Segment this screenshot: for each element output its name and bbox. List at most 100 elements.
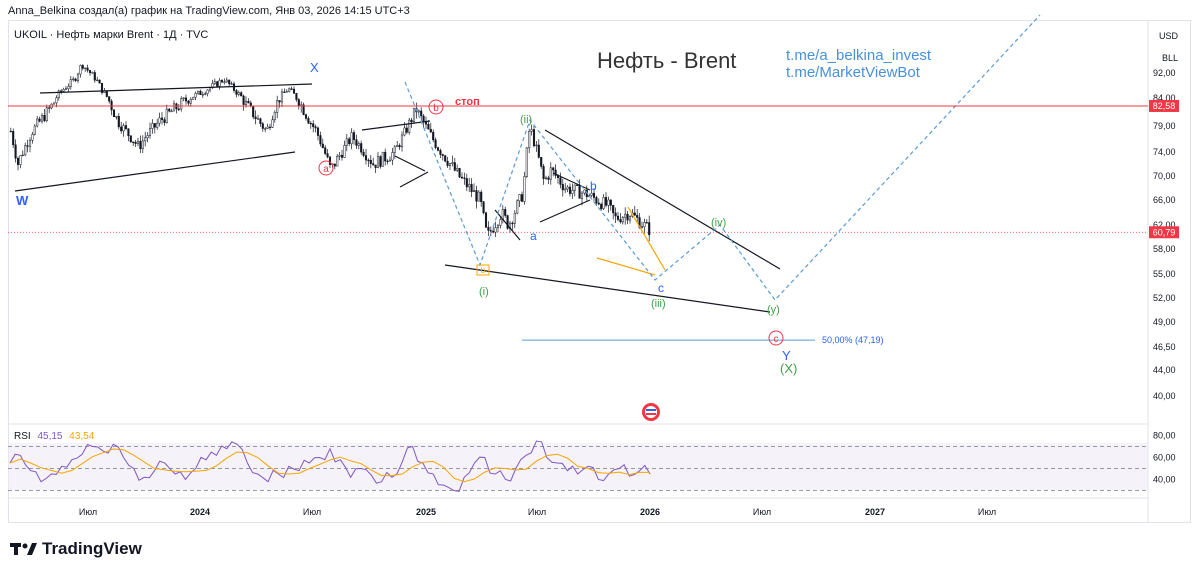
candle <box>26 139 29 153</box>
candle <box>465 173 468 192</box>
candle <box>276 95 279 119</box>
wave-label-b-blue: b <box>590 179 597 193</box>
candle <box>624 207 627 225</box>
candle <box>187 99 190 107</box>
candle <box>184 94 188 105</box>
candle <box>297 97 300 110</box>
candle <box>81 64 84 71</box>
us-flag-icon[interactable] <box>642 403 660 421</box>
candle <box>110 99 113 116</box>
price-tick-10: 74,00 <box>1153 147 1176 157</box>
candle <box>319 131 322 147</box>
candle <box>266 123 269 130</box>
time-tick-8: Июл <box>978 507 996 517</box>
candle <box>156 118 159 130</box>
candle <box>295 92 298 102</box>
rsi-label: RSI <box>14 431 31 442</box>
candle <box>628 215 632 224</box>
price-tick-12: 84,00 <box>1153 93 1176 103</box>
rsi-tick-80: 80,00 <box>1153 431 1176 441</box>
candle <box>324 145 327 156</box>
candle <box>429 122 432 133</box>
wave-label-Y: Y <box>782 348 791 363</box>
candle <box>463 172 466 185</box>
rsi-legend[interactable]: RSI 45,15 43,54 <box>14 431 94 442</box>
candle <box>436 146 440 152</box>
candle <box>597 198 600 206</box>
candle <box>338 151 341 161</box>
wedge-small-3 <box>552 172 591 191</box>
candle <box>348 136 351 147</box>
candle <box>535 141 538 152</box>
candle <box>213 78 216 86</box>
price-tick-13: 92,00 <box>1153 68 1176 78</box>
wave-label-ii: (ii) <box>520 114 532 126</box>
candle <box>148 122 152 139</box>
currency-label[interactable]: USD <box>1158 31 1178 41</box>
candle <box>256 115 260 120</box>
candle <box>271 115 274 129</box>
candle <box>518 193 521 208</box>
time-tick-1: 2024 <box>190 507 210 517</box>
candle <box>374 164 377 174</box>
candle <box>420 107 423 122</box>
candle <box>525 146 528 178</box>
candle <box>561 178 564 197</box>
candle <box>573 184 576 197</box>
candle <box>91 71 94 74</box>
candle <box>240 91 243 97</box>
time-tick-6: Июл <box>753 507 771 517</box>
candle <box>364 148 368 165</box>
candle <box>24 142 27 157</box>
candle <box>127 128 130 142</box>
candle <box>57 89 60 101</box>
time-scale[interactable]: Июл 2024 Июл 2025 Июл 2026 Июл 2027 Июл <box>79 507 996 517</box>
wave-label-c-blue: c <box>658 281 664 295</box>
price-scale[interactable]: 40,00 44,00 46,50 49,00 52,00 55,00 58,00 62,00… <box>1153 68 1176 401</box>
price-tick-9: 70,00 <box>1153 171 1176 181</box>
candle <box>609 199 612 211</box>
wave-label-b-box: b <box>481 266 486 275</box>
price-tick-5: 55,00 <box>1153 269 1176 279</box>
candle <box>192 96 195 100</box>
candle <box>499 217 502 229</box>
candle <box>475 185 478 209</box>
chart-title: Нефть - Brent <box>597 48 736 73</box>
candle <box>516 199 519 215</box>
telegram-link-2[interactable]: t.me/MarketViewBot <box>786 64 921 81</box>
telegram-link-1[interactable]: t.me/a_belkina_invest <box>786 47 932 64</box>
tradingview-logo[interactable]: TradingView <box>10 539 142 559</box>
candle <box>302 102 305 116</box>
candle <box>115 115 118 120</box>
wave-label-b-red: b <box>433 103 439 114</box>
candle <box>633 205 636 216</box>
candle <box>432 129 435 143</box>
flag-line-2 <box>399 171 429 188</box>
symbol-legend[interactable]: UKOIL · Нефть марки Brent · 1Д · TVC <box>14 29 209 41</box>
candle <box>28 137 32 153</box>
candle <box>220 79 224 84</box>
candle <box>285 89 288 93</box>
candle <box>259 117 262 127</box>
candle <box>76 72 80 84</box>
price-tick-7: 62,00 <box>1153 220 1176 230</box>
chart-frame <box>8 20 1191 523</box>
candle <box>470 178 473 197</box>
wedge-upper-line <box>544 129 781 270</box>
orange-line-1 <box>627 206 666 271</box>
candle <box>216 80 219 87</box>
candle <box>38 116 41 123</box>
candle <box>19 154 22 169</box>
candle <box>290 86 293 90</box>
candle <box>40 112 44 124</box>
rsi-ma-line <box>9 448 650 483</box>
candle <box>468 177 471 193</box>
candle <box>602 194 605 211</box>
candle <box>604 192 608 208</box>
candle <box>273 110 276 123</box>
candle <box>386 159 389 165</box>
candle <box>391 148 394 166</box>
candle <box>196 90 200 95</box>
candle <box>422 114 425 128</box>
